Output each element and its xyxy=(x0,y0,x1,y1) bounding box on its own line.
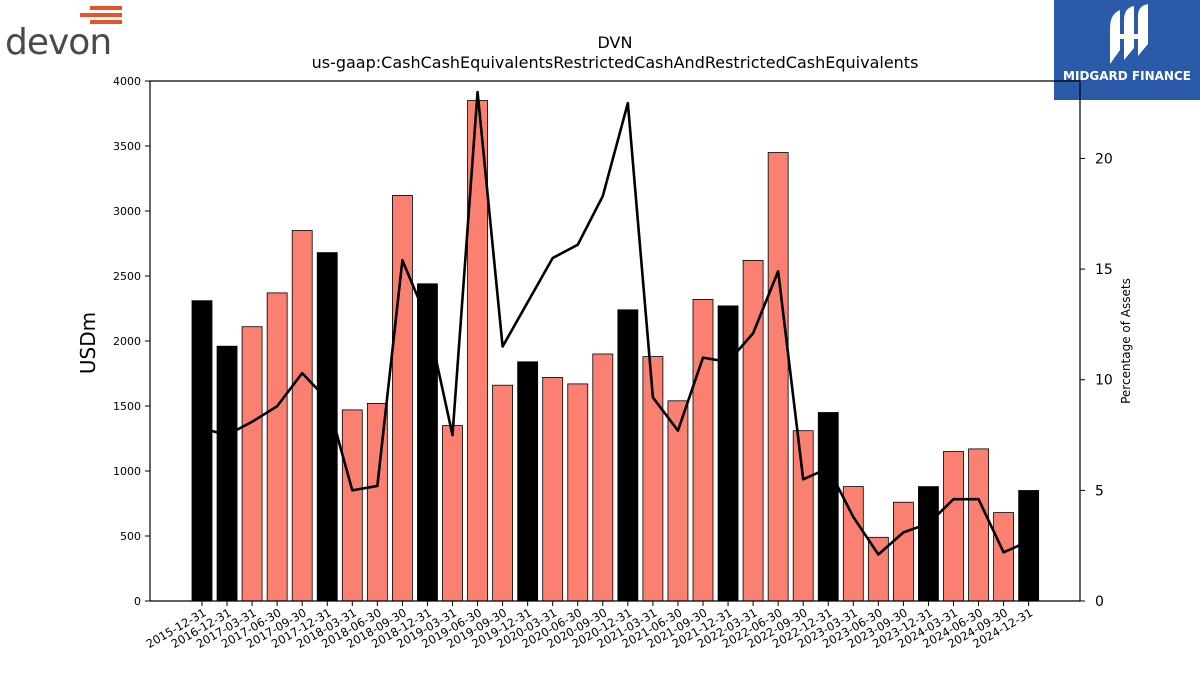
y-tick-label: 2000 xyxy=(113,335,141,348)
bar xyxy=(442,425,463,602)
y-tick-label: 2500 xyxy=(113,270,141,283)
bar xyxy=(592,353,614,602)
devon-logo-text: devon xyxy=(5,22,112,63)
bar xyxy=(943,451,964,602)
bar xyxy=(742,259,764,602)
y-tick-label: 500 xyxy=(120,530,141,543)
y-axis-ticks: 0 500 1000 1500 2000 2500 3000 3500 4000 xyxy=(113,75,150,608)
y2-tick-label: 10 xyxy=(1095,373,1113,389)
bar xyxy=(918,486,939,602)
y2-tick-label: 0 xyxy=(1095,594,1104,610)
bar xyxy=(817,412,839,602)
logo-stripe xyxy=(90,20,122,24)
bar xyxy=(417,283,438,602)
bar xyxy=(191,300,213,602)
y-tick-label: 3500 xyxy=(113,140,141,153)
y-tick-label: 1500 xyxy=(113,400,141,413)
midgard-logo-text: MIDGARD FINANCE xyxy=(1063,69,1191,83)
y-axis-label: USDm xyxy=(76,312,100,374)
y-tick-label: 1000 xyxy=(113,465,141,478)
bar xyxy=(567,383,589,602)
bar xyxy=(341,409,363,602)
devon-logo: devon xyxy=(0,0,130,70)
x-axis-ticks: 2015-12-312016-12-312017-03-312017-06-30… xyxy=(144,601,1035,651)
chart-subtitle: us-gaap:CashCashEquivalentsRestrictedCas… xyxy=(312,53,919,72)
bar xyxy=(492,384,514,602)
bar xyxy=(517,361,539,602)
bar xyxy=(692,298,714,602)
bar-series xyxy=(191,100,1040,602)
bar xyxy=(241,326,263,602)
bar xyxy=(767,152,789,602)
percentage-line-series xyxy=(201,90,1030,556)
bar xyxy=(717,305,739,602)
logo-stripe xyxy=(90,6,122,10)
chart-title: DVN xyxy=(598,33,633,52)
bar xyxy=(216,345,238,602)
bar xyxy=(792,430,814,602)
bar xyxy=(391,194,413,602)
y2-axis-label: Percentage of Assets xyxy=(1119,278,1133,404)
y2-tick-label: 5 xyxy=(1095,483,1104,499)
y2-tick-label: 20 xyxy=(1095,151,1113,167)
plot-frame xyxy=(149,80,1081,602)
bar xyxy=(542,376,564,602)
midgard-emblem-icon xyxy=(1110,4,1148,64)
y-tick-label: 0 xyxy=(134,595,141,608)
midgard-finance-logo: MIDGARD FINANCE xyxy=(1054,0,1200,100)
logo-stripe xyxy=(80,13,122,17)
y2-axis-ticks: 0 5 10 15 20 xyxy=(1080,151,1113,610)
bar xyxy=(993,512,1014,602)
percentage-line xyxy=(201,90,1030,556)
y-tick-label: 4000 xyxy=(113,75,141,88)
bar xyxy=(291,230,313,602)
bar xyxy=(617,309,639,602)
bar xyxy=(266,292,288,602)
y-tick-label: 3000 xyxy=(113,205,141,218)
bar xyxy=(968,448,989,602)
y2-tick-label: 15 xyxy=(1095,262,1113,278)
bar xyxy=(893,501,914,602)
